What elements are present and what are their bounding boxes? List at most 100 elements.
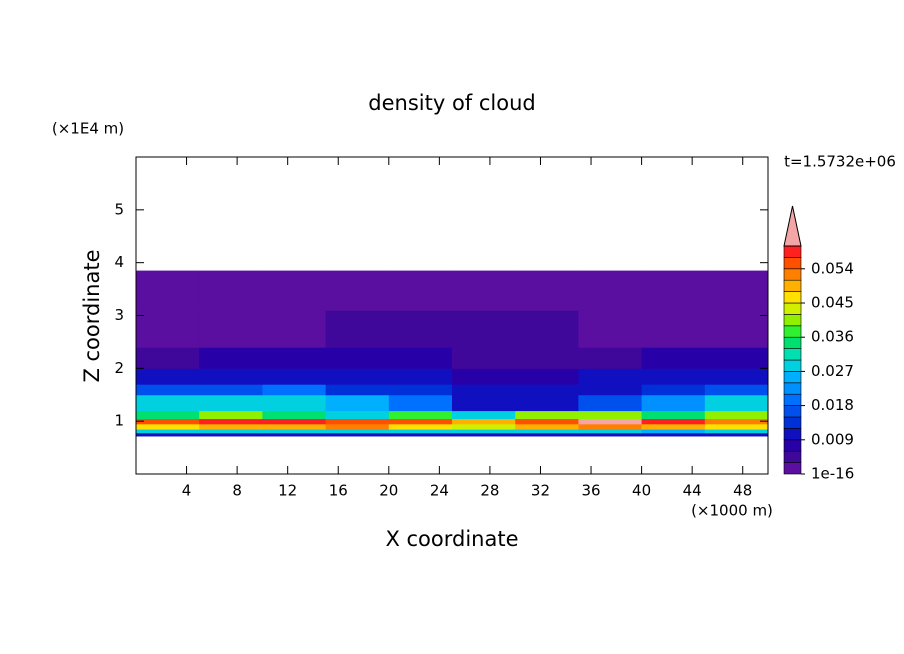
x-tick-label: 28: [480, 482, 499, 500]
x-unit: (×1000 m): [691, 502, 773, 520]
field-cell: [704, 423, 769, 430]
field-cell: [262, 270, 327, 311]
field-cell: [515, 429, 579, 434]
field-cell: [262, 429, 327, 434]
x-tick-label: 12: [278, 482, 297, 500]
field-cell: [641, 423, 706, 430]
field-cell: [704, 384, 769, 396]
field-cell: [262, 310, 327, 348]
field-cell: [136, 368, 200, 385]
field-cell: [515, 394, 579, 412]
colorbar-swatch: [783, 416, 802, 429]
field-cell: [515, 347, 579, 369]
field-cell: [262, 410, 327, 420]
field-cell: [136, 429, 200, 434]
field-cell: [515, 384, 579, 396]
field-cell: [136, 423, 200, 430]
field-cell: [388, 423, 453, 430]
field-cell: [199, 384, 263, 396]
field-cell: [704, 432, 769, 437]
field-cell: [452, 423, 516, 430]
field-cell: [704, 410, 769, 420]
colorbar-swatch: [783, 428, 802, 441]
field-cell: [641, 368, 706, 385]
time-annotation: t=1.5732e+06: [784, 153, 896, 171]
x-tick-label: 24: [430, 482, 449, 500]
field-cell: [704, 429, 769, 434]
field-cell: [388, 394, 453, 412]
y-tick-label: 2: [114, 359, 124, 377]
x-tick-label: 48: [733, 482, 752, 500]
field-cell: [704, 347, 769, 369]
field-cell: [388, 410, 453, 420]
field-cell: [452, 310, 516, 348]
field-cell: [578, 432, 643, 437]
field-cell: [515, 423, 579, 430]
colorbar-swatch: [783, 439, 802, 452]
field-cell: [452, 432, 516, 437]
colorbar-tick-label: 0.009: [811, 430, 854, 448]
field-cell: [199, 368, 263, 385]
field-cell: [452, 384, 516, 396]
field-cell: [641, 270, 706, 311]
field-cell: [136, 418, 200, 425]
field-cell: [262, 423, 327, 430]
field-cell: [641, 418, 706, 425]
colorbar-swatch: [783, 348, 802, 361]
field-cell: [452, 410, 516, 420]
field-cell: [515, 432, 579, 437]
colorbar-swatch: [783, 393, 802, 406]
colorbar-swatch: [783, 279, 802, 292]
x-tick-label: 16: [329, 482, 348, 500]
field-cell: [262, 347, 327, 369]
field-cell: [199, 429, 263, 434]
x-tick-label: 40: [632, 482, 651, 500]
field-cell: [641, 310, 706, 348]
field-cell: [325, 368, 390, 385]
field-cell: [325, 347, 390, 369]
field-cell: [262, 368, 327, 385]
field-cell: [452, 368, 516, 385]
colorbar-tick-label: 0.018: [811, 396, 854, 414]
colorbar-swatch: [783, 336, 802, 349]
chart-title: density of cloud: [368, 91, 535, 115]
field-cell: [578, 394, 643, 412]
field-cell: [262, 384, 327, 396]
field-cell: [388, 384, 453, 396]
field-cell: [262, 432, 327, 437]
field-cell: [199, 347, 263, 369]
field-cell: [199, 410, 263, 420]
colorbar-tick-label: 0.045: [811, 294, 854, 312]
field: [136, 270, 769, 437]
field-cell: [578, 423, 643, 430]
field-cell: [452, 347, 516, 369]
field-cell: [578, 347, 643, 369]
field-cell: [704, 270, 769, 311]
colorbar-swatch: [783, 325, 802, 338]
field-cell: [325, 429, 390, 434]
field-cell: [452, 429, 516, 434]
colorbar-tick-label: 0.036: [811, 328, 854, 346]
x-tick-label: 32: [531, 482, 550, 500]
y-tick-label: 5: [114, 200, 124, 218]
field-cell: [452, 394, 516, 412]
colorbar-swatch: [783, 382, 802, 395]
field-cell: [578, 429, 643, 434]
field-cell: [136, 384, 200, 396]
field-cell: [325, 310, 390, 348]
colorbar-swatch: [783, 245, 802, 258]
field-cell: [388, 368, 453, 385]
field-cell: [578, 418, 643, 425]
field-cell: [325, 423, 390, 430]
field-cell: [578, 310, 643, 348]
field-cell: [325, 384, 390, 396]
field-cell: [325, 410, 390, 420]
field-cell: [641, 432, 706, 437]
field-cell: [578, 368, 643, 385]
field-cell: [262, 418, 327, 425]
field-cell: [515, 368, 579, 385]
y-axis-label: Z coordinate: [80, 249, 104, 382]
x-tick-label: 8: [232, 482, 242, 500]
field-cell: [641, 410, 706, 420]
